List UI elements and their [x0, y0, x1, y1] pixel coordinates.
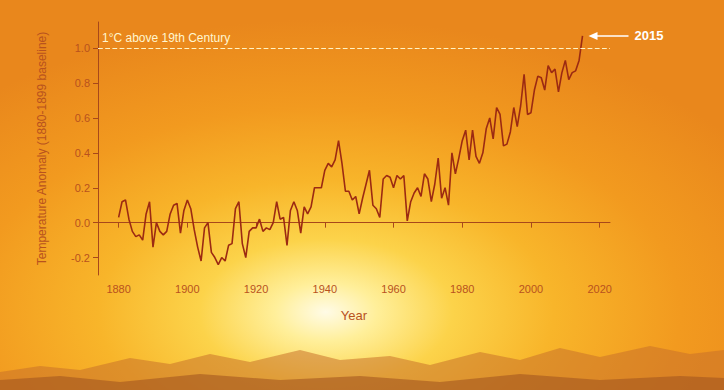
svg-text:0.8: 0.8 [75, 77, 90, 89]
svg-text:Temperature Anomaly (1880-1899: Temperature Anomaly (1880-1899 baseline) [35, 32, 49, 265]
svg-text:1°C above 19th Century: 1°C above 19th Century [102, 31, 230, 45]
svg-text:0.0: 0.0 [75, 217, 90, 229]
svg-text:-0.2: -0.2 [71, 252, 90, 264]
svg-text:2015: 2015 [635, 28, 664, 43]
svg-text:2020: 2020 [587, 283, 611, 295]
svg-text:0.6: 0.6 [75, 112, 90, 124]
svg-text:1900: 1900 [175, 283, 199, 295]
svg-text:0.4: 0.4 [75, 147, 90, 159]
svg-text:Year: Year [341, 308, 368, 323]
svg-text:1.0: 1.0 [75, 42, 90, 54]
svg-text:1880: 1880 [106, 283, 130, 295]
svg-text:0.2: 0.2 [75, 182, 90, 194]
svg-text:1980: 1980 [450, 283, 474, 295]
svg-text:1920: 1920 [244, 283, 268, 295]
svg-text:2000: 2000 [519, 283, 543, 295]
svg-text:1940: 1940 [313, 283, 337, 295]
svg-text:1960: 1960 [381, 283, 405, 295]
